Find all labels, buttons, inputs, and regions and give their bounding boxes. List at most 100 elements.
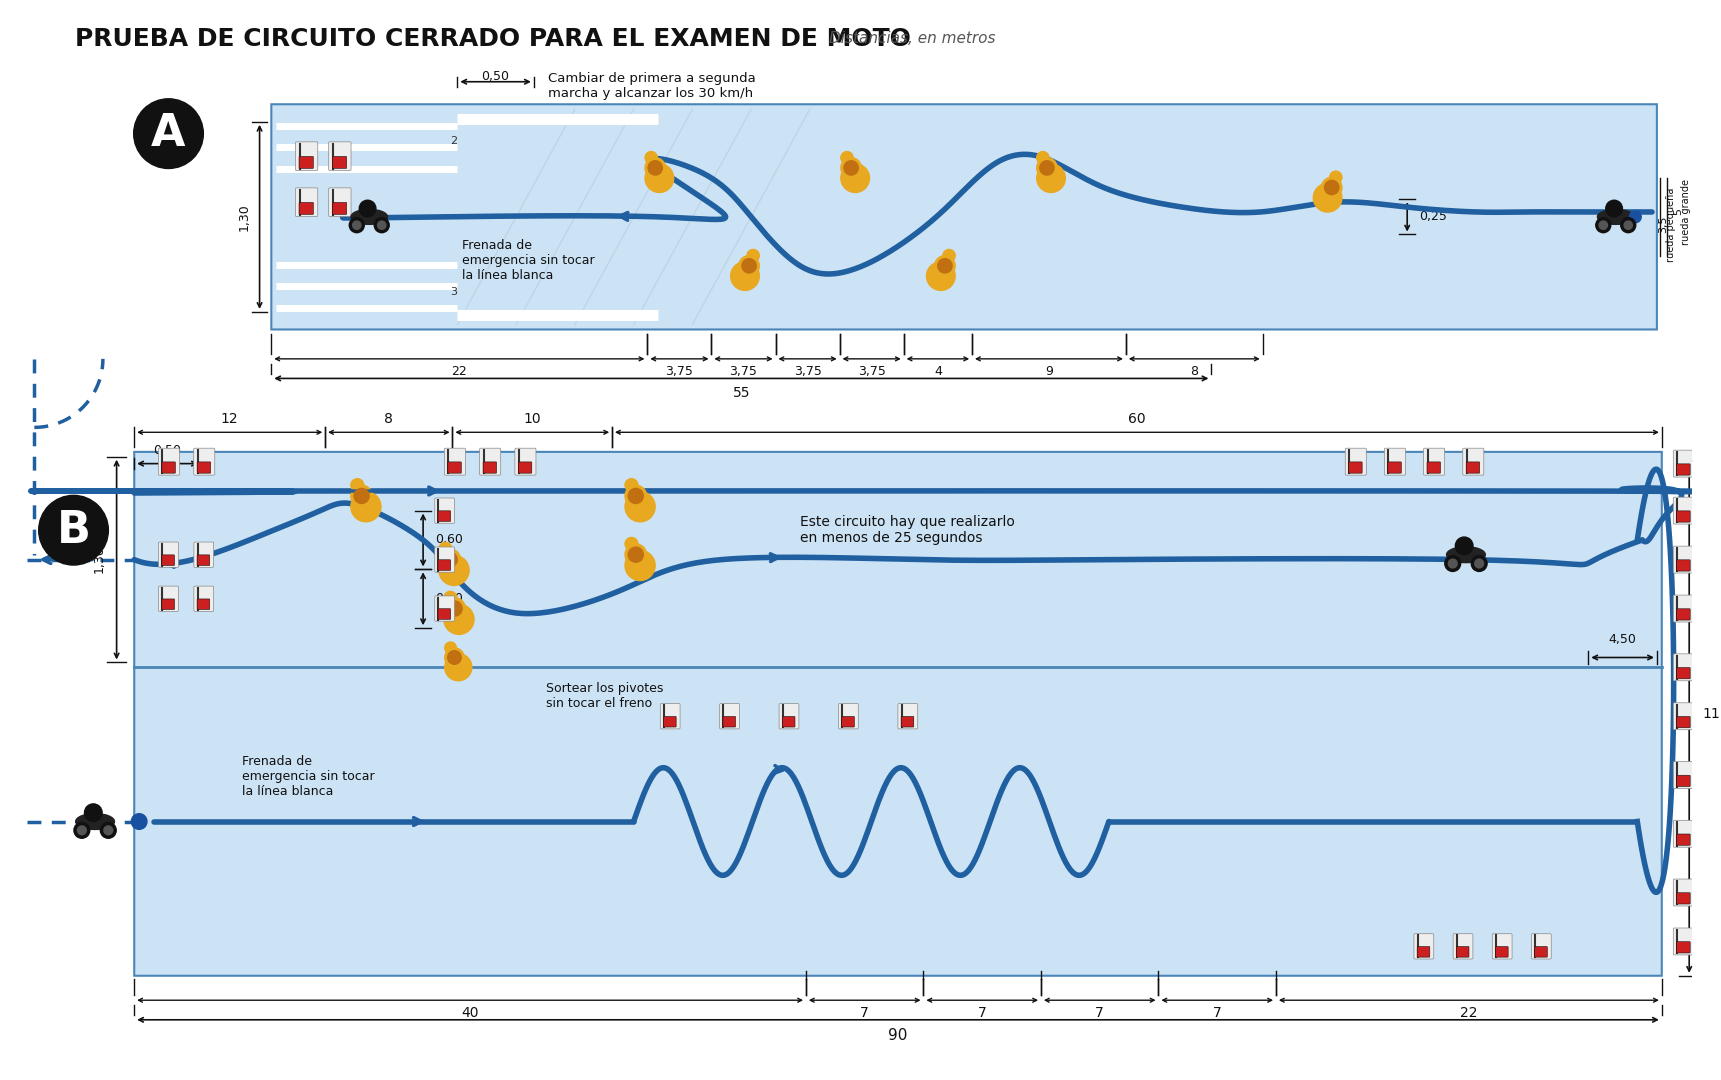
- Text: Este circuito hay que realizarlo
en menos de 25 segundos: Este circuito hay que realizarlo en meno…: [800, 515, 1015, 545]
- Circle shape: [738, 256, 759, 276]
- Circle shape: [625, 538, 638, 551]
- FancyBboxPatch shape: [1676, 716, 1690, 728]
- Circle shape: [447, 651, 461, 664]
- FancyBboxPatch shape: [194, 542, 213, 567]
- Text: 90: 90: [888, 1028, 907, 1042]
- FancyBboxPatch shape: [898, 704, 917, 729]
- Circle shape: [842, 151, 854, 164]
- Circle shape: [1036, 151, 1050, 164]
- Text: 9: 9: [1045, 365, 1053, 378]
- Circle shape: [439, 555, 470, 585]
- FancyBboxPatch shape: [162, 599, 174, 609]
- FancyBboxPatch shape: [162, 555, 174, 566]
- Circle shape: [1330, 171, 1342, 184]
- FancyBboxPatch shape: [1492, 934, 1513, 959]
- Text: 2: 2: [449, 136, 458, 147]
- Text: 22: 22: [1459, 1007, 1478, 1021]
- FancyBboxPatch shape: [664, 716, 676, 727]
- Circle shape: [1036, 158, 1057, 178]
- FancyBboxPatch shape: [842, 716, 854, 727]
- FancyBboxPatch shape: [134, 451, 1662, 975]
- Text: 0,60: 0,60: [435, 592, 463, 605]
- Ellipse shape: [76, 813, 115, 829]
- FancyBboxPatch shape: [1673, 497, 1695, 524]
- FancyBboxPatch shape: [1673, 928, 1695, 955]
- FancyBboxPatch shape: [198, 555, 210, 566]
- FancyBboxPatch shape: [435, 546, 454, 572]
- FancyBboxPatch shape: [435, 596, 454, 621]
- FancyBboxPatch shape: [1676, 893, 1690, 904]
- Circle shape: [645, 164, 673, 192]
- FancyBboxPatch shape: [515, 448, 535, 475]
- Circle shape: [444, 592, 456, 604]
- FancyBboxPatch shape: [1427, 462, 1440, 473]
- FancyBboxPatch shape: [1416, 946, 1430, 957]
- Text: rueda grande: rueda grande: [1681, 179, 1692, 245]
- FancyBboxPatch shape: [1676, 559, 1690, 571]
- Circle shape: [1449, 559, 1458, 568]
- FancyBboxPatch shape: [1673, 546, 1695, 573]
- Text: A: A: [151, 112, 186, 156]
- FancyBboxPatch shape: [1676, 942, 1690, 953]
- FancyBboxPatch shape: [1676, 775, 1690, 786]
- FancyBboxPatch shape: [1346, 448, 1366, 475]
- FancyBboxPatch shape: [1453, 934, 1473, 959]
- FancyBboxPatch shape: [299, 157, 313, 168]
- Circle shape: [444, 648, 465, 667]
- FancyBboxPatch shape: [1387, 462, 1401, 473]
- Circle shape: [349, 218, 365, 232]
- Text: 60: 60: [1129, 413, 1146, 427]
- Text: rueda pequeña: rueda pequeña: [1666, 188, 1676, 261]
- FancyBboxPatch shape: [158, 542, 179, 567]
- Circle shape: [373, 218, 389, 232]
- Text: 3: 3: [449, 287, 458, 297]
- Circle shape: [943, 249, 955, 261]
- FancyBboxPatch shape: [1463, 448, 1484, 475]
- FancyBboxPatch shape: [1535, 946, 1547, 957]
- FancyBboxPatch shape: [198, 599, 210, 609]
- Circle shape: [439, 549, 461, 570]
- Text: 8: 8: [1191, 365, 1198, 378]
- FancyBboxPatch shape: [484, 462, 497, 473]
- FancyBboxPatch shape: [444, 448, 465, 475]
- Text: 3,75: 3,75: [793, 365, 821, 378]
- FancyBboxPatch shape: [1673, 821, 1695, 847]
- FancyBboxPatch shape: [296, 188, 318, 216]
- Text: PRUEBA DE CIRCUITO CERRADO PARA EL EXAMEN DE MOTO: PRUEBA DE CIRCUITO CERRADO PARA EL EXAME…: [76, 27, 912, 51]
- Circle shape: [351, 485, 372, 507]
- FancyBboxPatch shape: [661, 704, 680, 729]
- FancyBboxPatch shape: [1673, 761, 1695, 788]
- FancyBboxPatch shape: [194, 448, 215, 475]
- Circle shape: [935, 256, 955, 276]
- Circle shape: [1606, 200, 1623, 217]
- FancyBboxPatch shape: [1384, 448, 1406, 475]
- Circle shape: [1595, 218, 1611, 232]
- Circle shape: [353, 221, 361, 229]
- FancyBboxPatch shape: [332, 157, 346, 168]
- Circle shape: [447, 600, 463, 616]
- Circle shape: [1325, 180, 1339, 194]
- Circle shape: [351, 491, 380, 522]
- Circle shape: [842, 164, 869, 192]
- Text: Sortear los pivotes
sin tocar el freno: Sortear los pivotes sin tocar el freno: [546, 681, 663, 710]
- Circle shape: [377, 221, 386, 229]
- FancyBboxPatch shape: [435, 498, 454, 523]
- Circle shape: [74, 822, 89, 838]
- Circle shape: [625, 544, 647, 566]
- Text: 5: 5: [1673, 208, 1683, 216]
- Circle shape: [1625, 221, 1633, 229]
- Text: 11: 11: [1702, 706, 1721, 720]
- Text: 40: 40: [461, 1007, 478, 1021]
- Circle shape: [131, 813, 146, 829]
- Circle shape: [1313, 184, 1342, 212]
- FancyBboxPatch shape: [1676, 667, 1690, 679]
- Circle shape: [645, 158, 666, 178]
- Circle shape: [84, 804, 102, 822]
- FancyBboxPatch shape: [1456, 946, 1470, 957]
- Circle shape: [444, 604, 473, 634]
- FancyBboxPatch shape: [902, 716, 914, 727]
- Text: 1,30: 1,30: [93, 545, 105, 573]
- FancyBboxPatch shape: [299, 202, 313, 215]
- FancyBboxPatch shape: [1415, 934, 1434, 959]
- Circle shape: [843, 161, 859, 175]
